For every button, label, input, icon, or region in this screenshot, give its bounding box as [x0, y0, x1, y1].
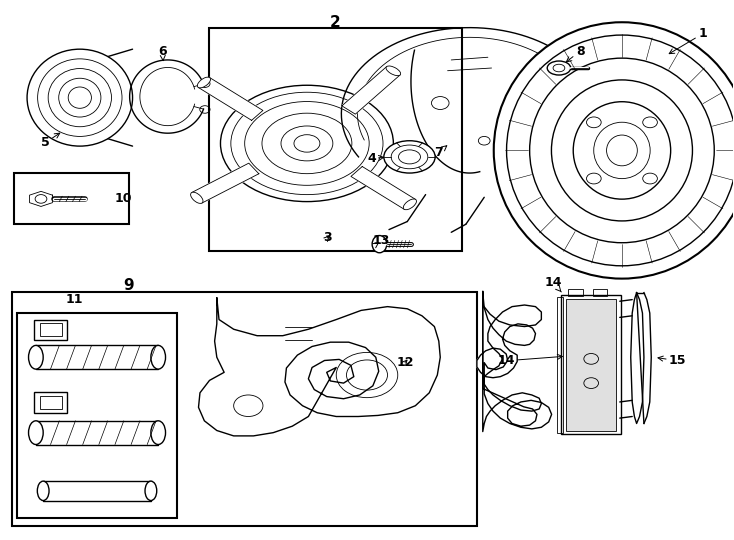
Polygon shape	[483, 292, 542, 431]
Circle shape	[586, 117, 601, 128]
Polygon shape	[351, 166, 415, 210]
Text: 8: 8	[567, 45, 584, 62]
Ellipse shape	[191, 192, 203, 204]
Ellipse shape	[151, 421, 166, 444]
Text: 3: 3	[323, 232, 332, 245]
Bar	[568, 289, 583, 296]
Text: 10: 10	[115, 192, 131, 205]
Circle shape	[643, 173, 658, 184]
Ellipse shape	[548, 61, 570, 75]
Text: 15: 15	[658, 354, 686, 367]
Bar	[17, 313, 176, 518]
Ellipse shape	[386, 66, 401, 76]
Bar	[40, 323, 62, 336]
Text: 7: 7	[435, 146, 447, 159]
Ellipse shape	[151, 346, 166, 369]
Polygon shape	[198, 78, 263, 120]
Polygon shape	[477, 293, 552, 429]
Text: 5: 5	[41, 133, 59, 149]
Text: 11: 11	[65, 293, 83, 306]
Circle shape	[586, 173, 601, 184]
Ellipse shape	[29, 421, 43, 444]
Bar	[558, 297, 563, 433]
Bar	[209, 28, 462, 251]
Polygon shape	[342, 66, 400, 114]
Ellipse shape	[494, 22, 734, 279]
Text: 6: 6	[159, 45, 167, 60]
Text: 13: 13	[373, 234, 390, 248]
Bar	[34, 392, 67, 413]
Text: 12: 12	[396, 356, 414, 369]
Circle shape	[643, 117, 658, 128]
Text: 14: 14	[545, 276, 562, 292]
Text: 1: 1	[669, 28, 707, 53]
Ellipse shape	[29, 346, 43, 369]
Text: 4: 4	[367, 152, 384, 165]
Bar	[40, 396, 62, 409]
Text: 9: 9	[123, 278, 134, 293]
Bar	[14, 173, 129, 224]
Bar	[592, 289, 607, 296]
Polygon shape	[29, 191, 52, 206]
Ellipse shape	[27, 49, 133, 146]
Ellipse shape	[197, 77, 211, 88]
Bar	[566, 299, 616, 430]
Text: 2: 2	[330, 15, 341, 30]
Bar	[561, 295, 621, 434]
Ellipse shape	[39, 69, 97, 127]
Ellipse shape	[220, 85, 393, 201]
Ellipse shape	[372, 235, 387, 253]
Ellipse shape	[145, 481, 157, 501]
Bar	[12, 292, 477, 526]
Ellipse shape	[37, 481, 49, 501]
Bar	[34, 320, 67, 340]
Text: 14: 14	[498, 354, 562, 367]
Ellipse shape	[384, 141, 435, 173]
Polygon shape	[198, 298, 440, 436]
Ellipse shape	[403, 199, 416, 210]
Polygon shape	[192, 163, 259, 203]
